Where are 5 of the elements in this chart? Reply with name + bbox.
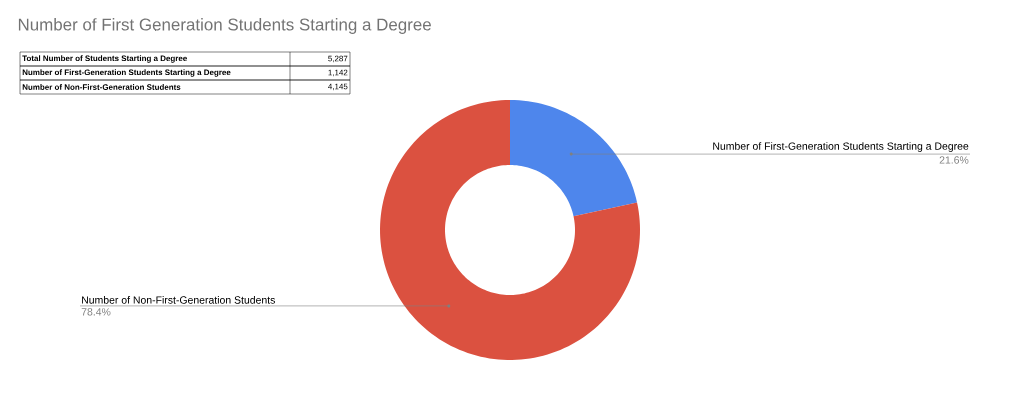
slice-label: Number of First-Generation Students Starting a Degree	[713, 142, 969, 152]
chart-title: Number of First Generation Students Starting a Degree	[18, 18, 431, 34]
data-label: 21.6%	[939, 156, 969, 164]
data-label: 78.4%	[81, 308, 111, 316]
slice-label: Number of Non-First-Generation Students	[82, 296, 275, 304]
